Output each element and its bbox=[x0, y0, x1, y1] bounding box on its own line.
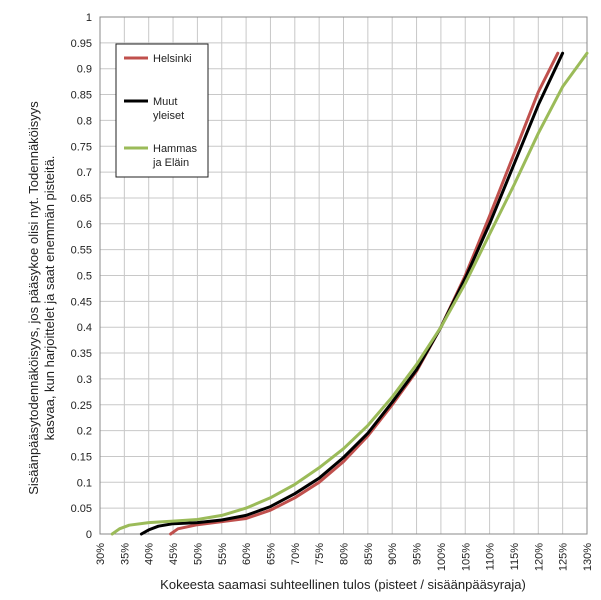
x-tick-label: 30% bbox=[95, 543, 107, 565]
x-tick-label: 115% bbox=[509, 543, 521, 571]
plot-area-frame bbox=[99, 16, 588, 535]
y-tick-label: 0.95 bbox=[71, 38, 92, 50]
y-tick-label: 1 bbox=[86, 12, 92, 24]
x-tick-label: 130% bbox=[582, 543, 594, 571]
x-tick-label: 120% bbox=[533, 543, 545, 571]
x-tick-label: 60% bbox=[241, 543, 253, 565]
y-axis-title-text: Sisäänpääsytodennäköisyys, jos pääsykoe … bbox=[26, 101, 57, 495]
x-tick-label: 45% bbox=[168, 543, 180, 565]
x-tick-label: 90% bbox=[387, 543, 399, 565]
x-tick-label: 70% bbox=[290, 543, 302, 565]
series-line-0 bbox=[169, 51, 560, 536]
y-tick-label: 0.3 bbox=[77, 374, 92, 386]
x-tick-label: 50% bbox=[192, 543, 204, 565]
y-tick-label: 0.85 bbox=[71, 90, 92, 102]
x-axis-title: Kokeesta saamasi suhteellinen tulos (pis… bbox=[160, 577, 526, 592]
x-tick-label: 40% bbox=[144, 543, 156, 565]
y-tick-label: 0.9 bbox=[77, 64, 92, 76]
y-tick-label: 0.7 bbox=[77, 167, 92, 179]
series-lines bbox=[110, 51, 589, 536]
y-tick-label: 0.75 bbox=[71, 141, 92, 153]
x-axis-ticks: 30% 35% 40% 45% 50% 55% 60% 65% 70% 75% 80% 85% 90% 9… bbox=[95, 543, 594, 571]
x-tick-label: 35% bbox=[119, 543, 131, 565]
y-tick-label: 0.55 bbox=[71, 245, 92, 257]
y-axis-title: Sisäänpääsytodennäköisyys, jos pääsykoe … bbox=[26, 101, 57, 495]
x-tick-label: 105% bbox=[460, 543, 472, 571]
y-tick-label: 0.15 bbox=[71, 451, 92, 463]
legend-box bbox=[115, 43, 209, 178]
x-tick-label: 110% bbox=[485, 543, 497, 571]
legend: Helsinki Muut yleiset Hammas ja Eläin bbox=[115, 43, 209, 178]
y-tick-label: 0.4 bbox=[77, 322, 92, 334]
y-axis-ticks: 0 0.05 0.1 0.15 0.2 0.25 0.3 0.35 0.4 0.45 0.5 0.55… bbox=[71, 12, 92, 541]
y-tick-label: 0.05 bbox=[71, 503, 92, 515]
x-tick-label: 85% bbox=[363, 543, 375, 565]
y-tick-label: 0.65 bbox=[71, 193, 92, 205]
y-tick-label: 0.1 bbox=[77, 477, 92, 489]
y-tick-label: 0 bbox=[86, 529, 92, 541]
series-line-2 bbox=[110, 51, 589, 536]
x-tick-label: 80% bbox=[339, 543, 351, 565]
legend-label-1: Muut yleiset bbox=[153, 96, 184, 122]
y-tick-label: 0.45 bbox=[71, 296, 92, 308]
x-tick-label: 95% bbox=[412, 543, 424, 565]
y-tick-label: 0.35 bbox=[71, 348, 92, 360]
y-tick-label: 0.6 bbox=[77, 219, 92, 231]
legend-label-2: Hammas ja Eläin bbox=[152, 143, 198, 169]
y-tick-label: 0.2 bbox=[77, 426, 92, 438]
x-tick-label: 55% bbox=[217, 543, 229, 565]
legend-label-0: Helsinki bbox=[153, 53, 192, 65]
x-tick-label: 125% bbox=[558, 543, 570, 571]
x-tick-label: 100% bbox=[436, 543, 448, 571]
x-tick-label: 65% bbox=[265, 543, 277, 565]
y-tick-label: 0.5 bbox=[77, 271, 92, 283]
y-tick-label: 0.25 bbox=[71, 400, 92, 412]
x-tick-label: 75% bbox=[314, 543, 326, 565]
y-tick-label: 0.8 bbox=[77, 115, 92, 127]
series-line-1 bbox=[139, 51, 565, 536]
